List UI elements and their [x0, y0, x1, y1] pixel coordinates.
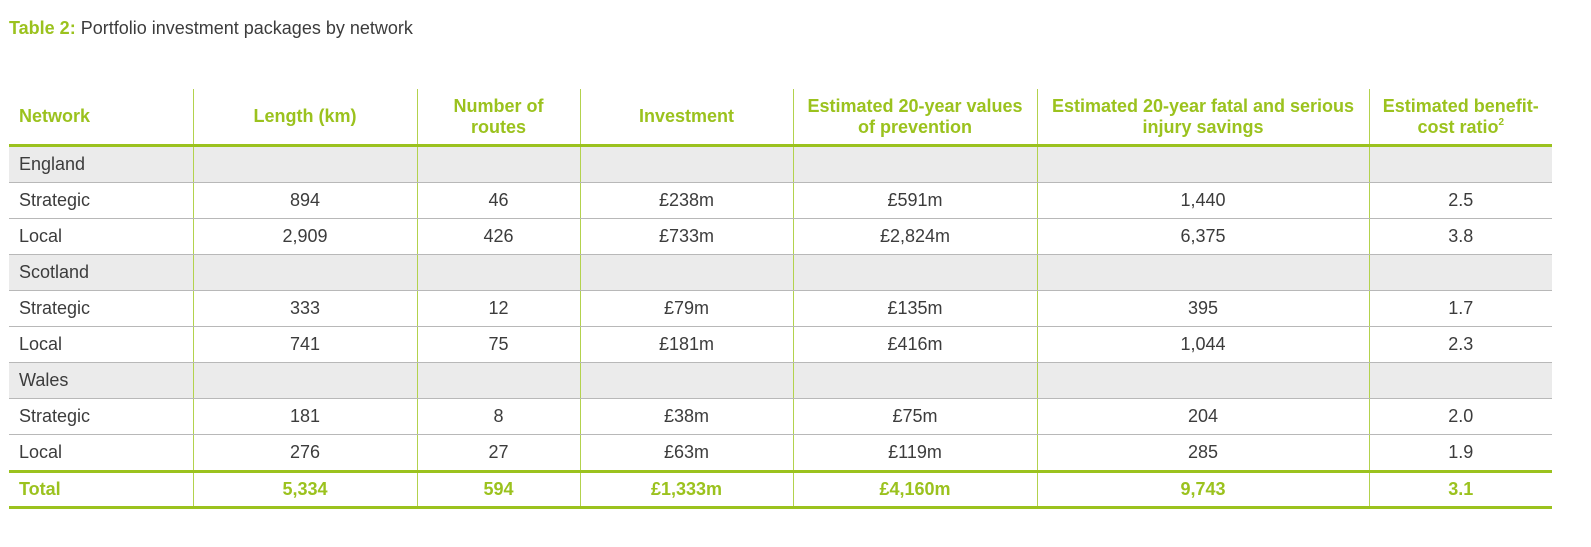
cell-length: 741 [192, 326, 417, 363]
cell-investment [579, 362, 793, 399]
cell-routes: 46 [416, 182, 580, 219]
cell-routes [416, 254, 580, 291]
cell-network: Strategic [9, 398, 193, 435]
cell-fsi-savings: 1,440 [1036, 182, 1369, 219]
cell-benefit-cost-ratio: 3.8 [1368, 218, 1552, 255]
cell-benefit-cost-ratio [1368, 362, 1552, 399]
cell-benefit-cost-ratio [1368, 145, 1552, 183]
cell-network: Local [19, 442, 63, 462]
column-header-length: Length (km) [192, 89, 417, 147]
cell-length [192, 254, 417, 291]
cell-length: 333 [192, 290, 417, 327]
cell-network: Strategic [9, 182, 193, 219]
cell-investment: £79m [579, 290, 793, 327]
cell-values-of-prevention: £135m [792, 290, 1037, 327]
cell-values-of-prevention: £591m [792, 182, 1037, 219]
cell-network: Local [9, 326, 193, 363]
cell-values-of-prevention [792, 362, 1037, 399]
cell-investment [579, 145, 793, 183]
total-fsi-savings: 9,743 [1036, 470, 1369, 509]
region-label: Scotland [9, 254, 193, 291]
cell-fsi-savings [1036, 362, 1369, 399]
total-benefit-cost-ratio: 3.1 [1368, 470, 1552, 509]
footnote-marker: 2 [1498, 116, 1505, 128]
table-row: Local 741 75 £181m £416m 1,044 2.3 [9, 326, 1552, 363]
table-body: England Strategic 894 46 £238m £591m 1,440 2.5 L… [9, 145, 1552, 472]
cell-routes [416, 362, 580, 399]
cell-investment: £733m [579, 218, 793, 255]
column-header-investment: Investment [579, 89, 793, 147]
table-row: Strategic 181 8 £38m £75m 204 2.0 [9, 398, 1552, 435]
cell-routes: 8 [416, 398, 580, 435]
cell-length: 181 [192, 398, 417, 435]
cell-length [192, 362, 417, 399]
region-header-row: Scotland [9, 254, 1552, 291]
cell-network: Local [9, 218, 193, 255]
table-caption-label: Table 2: [9, 18, 76, 38]
total-label: Total [9, 470, 193, 509]
total-values-of-prevention: £4,160m [792, 470, 1037, 509]
column-header-benefit-cost-ratio: Estimated benefit-cost ratio2 [1368, 89, 1552, 147]
cell-routes: 12 [416, 290, 580, 327]
column-header-fsi-savings: Estimated 20-year fatal and serious inju… [1036, 89, 1369, 147]
cell-investment: £38m [579, 398, 793, 435]
cell-benefit-cost-ratio: 2.5 [1368, 182, 1552, 219]
header-row: Network Length (km) Number of routes Inv… [9, 89, 1552, 147]
table-row: Local 2,909 426 £733m £2,824m 6,375 3.8 [9, 218, 1552, 255]
cell-length: 2,909 [192, 218, 417, 255]
table-row: Strategic 333 12 £79m £135m 395 1.7 [9, 290, 1552, 327]
table-caption: Table 2: Portfolio investment packages b… [9, 16, 413, 40]
cell-fsi-savings: 395 [1036, 290, 1369, 327]
cell-routes [416, 145, 580, 183]
cell-investment: £63m [579, 434, 793, 472]
column-header-values-of-prevention: Estimated 20-year values of prevention [792, 89, 1037, 147]
cell-fsi-savings [1036, 145, 1369, 183]
region-label: England [9, 145, 193, 183]
cell-length [192, 145, 417, 183]
cell-fsi-savings: 1,044 [1036, 326, 1369, 363]
cell-values-of-prevention: £75m [792, 398, 1037, 435]
portfolio-table: Network Length (km) Number of routes Inv… [9, 89, 1552, 509]
region-header-row: Wales [9, 362, 1552, 399]
cell-investment: £181m [579, 326, 793, 363]
region-label: Wales [9, 362, 193, 399]
cell-routes: 75 [416, 326, 580, 363]
cell-length: 276 [192, 434, 417, 472]
table-caption-text: Portfolio investment packages by network [80, 18, 413, 38]
table-row: Strategic 894 46 £238m £591m 1,440 2.5 [9, 182, 1552, 219]
cell-values-of-prevention: £2,824m [792, 218, 1037, 255]
cell-investment [579, 254, 793, 291]
cell-fsi-savings [1036, 254, 1369, 291]
total-length: 5,334 [192, 470, 417, 509]
total-investment: £1,333m [579, 470, 793, 509]
column-header-benefit-cost-ratio-label: Estimated benefit-cost ratio [1382, 95, 1539, 137]
cell-values-of-prevention: £416m [792, 326, 1037, 363]
cell-benefit-cost-ratio: 1.9 [1368, 434, 1552, 472]
cell-network: Strategic [9, 290, 193, 327]
cell-benefit-cost-ratio [1368, 254, 1552, 291]
column-header-routes: Number of routes [416, 89, 580, 147]
cell-benefit-cost-ratio: 2.3 [1368, 326, 1552, 363]
cell-values-of-prevention [792, 254, 1037, 291]
cell-routes: 426 [416, 218, 580, 255]
total-routes: 594 [416, 470, 580, 509]
cell-fsi-savings: 204 [1036, 398, 1369, 435]
cell-routes: 27 [416, 434, 580, 472]
region-header-row: England [9, 145, 1552, 183]
total-row: Total 5,334 594 £1,333m £4,160m 9,743 3.… [9, 470, 1552, 509]
cell-benefit-cost-ratio: 1.7 [1368, 290, 1552, 327]
cell-fsi-savings: 6,375 [1036, 218, 1369, 255]
column-header-network: Network [9, 89, 193, 147]
cell-length: 894 [192, 182, 417, 219]
cell-values-of-prevention [792, 145, 1037, 183]
table-row: Local 276 27 £63m £119m 285 1.9 [9, 434, 1552, 472]
cell-values-of-prevention: £119m [792, 434, 1037, 472]
cell-investment: £238m [579, 182, 793, 219]
cell-benefit-cost-ratio: 2.0 [1368, 398, 1552, 435]
cell-fsi-savings: 285 [1036, 434, 1369, 472]
